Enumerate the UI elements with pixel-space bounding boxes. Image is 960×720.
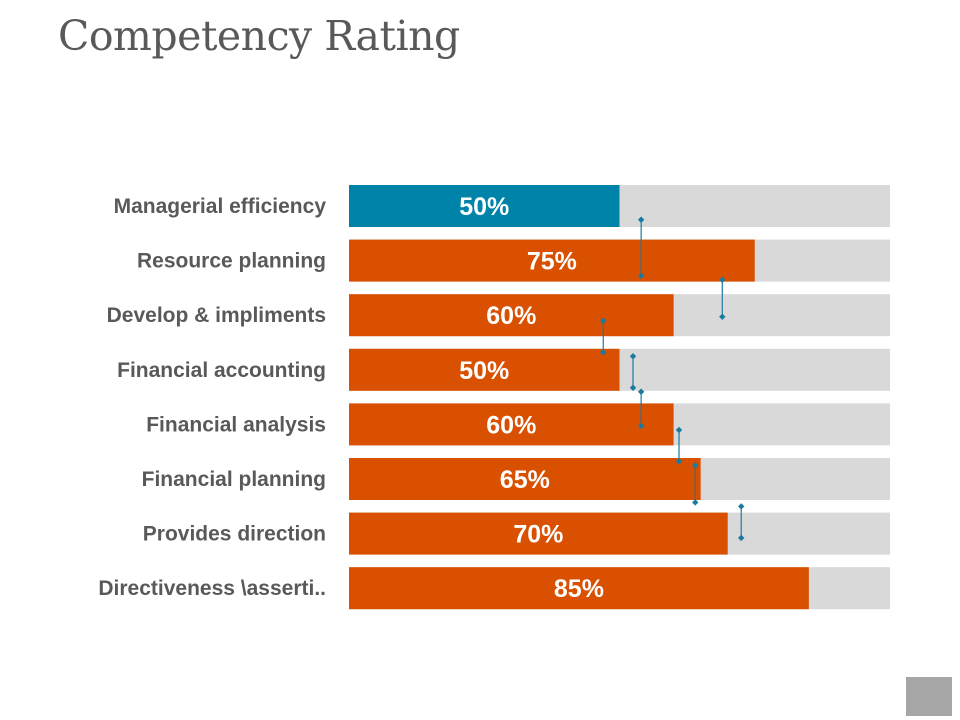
connector-diamond xyxy=(675,426,683,434)
category-label: Provides direction xyxy=(143,523,326,546)
bar xyxy=(349,185,620,227)
bar xyxy=(349,239,755,282)
bar-value-label: 65% xyxy=(500,466,550,494)
bar-value-label: 50% xyxy=(459,357,509,385)
connector-diamond xyxy=(719,313,726,320)
category-label: Resource planning xyxy=(137,250,326,273)
connector-diamond xyxy=(738,534,745,542)
category-label: Directiveness \asserti.. xyxy=(98,577,326,600)
corner-box xyxy=(906,677,952,716)
connector-diamond xyxy=(692,462,699,469)
bar-value-label: 60% xyxy=(486,411,536,439)
connector-diamond xyxy=(629,384,637,391)
bar xyxy=(349,458,701,500)
bar-value-label: 60% xyxy=(486,302,536,330)
bar xyxy=(349,403,674,446)
category-label: Develop & impliments xyxy=(107,304,326,327)
connector-diamond xyxy=(738,503,745,510)
category-label: Managerial efficiency xyxy=(114,195,327,218)
bar xyxy=(349,348,620,391)
bar-value-label: 50% xyxy=(459,193,509,221)
connector-diamond xyxy=(637,422,645,430)
bar xyxy=(349,512,728,555)
bar xyxy=(349,567,809,610)
bar xyxy=(349,294,674,337)
category-label: Financial analysis xyxy=(146,413,326,436)
category-label: Financial accounting xyxy=(117,359,326,382)
connector-diamond xyxy=(692,499,699,506)
connector-diamond xyxy=(637,216,645,223)
category-label: Financial planning xyxy=(142,468,326,491)
bar-value-label: 85% xyxy=(554,575,604,603)
connector-diamond xyxy=(600,349,607,356)
bar-value-label: 75% xyxy=(527,248,577,276)
connector-diamond xyxy=(600,317,607,324)
connector-diamond xyxy=(637,272,645,280)
page-title: Competency Rating xyxy=(58,12,460,60)
connector-diamond xyxy=(629,353,637,360)
connector-diamond xyxy=(719,276,726,284)
connector-diamond xyxy=(675,458,683,465)
connector-diamond xyxy=(637,388,645,395)
bar-value-label: 70% xyxy=(513,521,563,549)
